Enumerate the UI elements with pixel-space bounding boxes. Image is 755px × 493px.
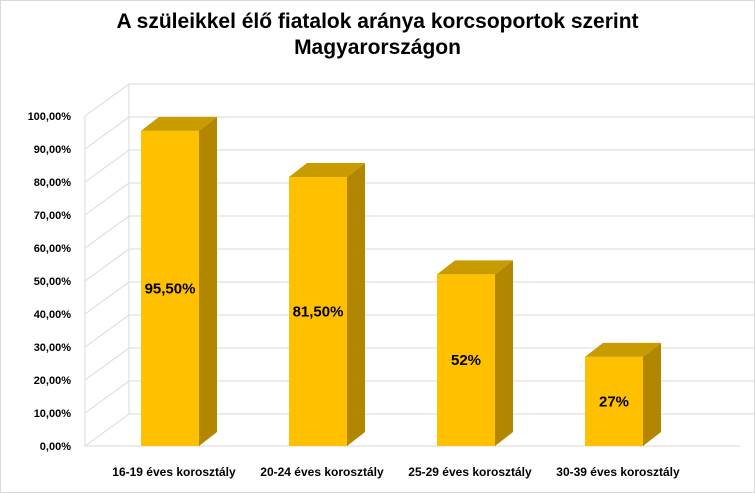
y-tick-label: 90,00% bbox=[34, 144, 72, 156]
bar-top bbox=[585, 342, 661, 357]
y-tick-label: 70,00% bbox=[34, 210, 72, 222]
x-tick-label: 20-24 éves korosztály bbox=[260, 465, 384, 479]
gridline-side bbox=[84, 149, 130, 183]
gridline-side bbox=[84, 281, 130, 315]
bar bbox=[141, 130, 199, 446]
gridline-side bbox=[84, 380, 130, 414]
bar-side bbox=[495, 260, 513, 446]
gridline-side bbox=[84, 248, 130, 282]
bar bbox=[585, 356, 643, 446]
bar-side bbox=[643, 342, 661, 446]
y-tick-label: 50,00% bbox=[34, 276, 72, 288]
bar-top bbox=[141, 116, 217, 131]
data-label: 52% bbox=[451, 352, 481, 369]
chart-title-line-1: A szüleikkel élő fiatalok aránya korcsop… bbox=[116, 10, 639, 33]
gridline-side bbox=[84, 215, 130, 249]
gridline-side bbox=[84, 83, 130, 117]
y-tick-label: 30,00% bbox=[34, 342, 72, 354]
x-tick-label: 25-29 éves korosztály bbox=[408, 465, 532, 479]
bar bbox=[437, 274, 495, 446]
y-tick-label: 100,00% bbox=[28, 111, 72, 123]
y-tick-label: 20,00% bbox=[34, 375, 72, 387]
data-label: 95,50% bbox=[145, 280, 196, 297]
x-tick-label: 16-19 éves korosztály bbox=[112, 465, 236, 479]
chart-title: A szüleikkel élő fiatalok aránya korcsop… bbox=[1, 9, 754, 61]
gridline-side bbox=[84, 182, 130, 216]
gridline-side bbox=[84, 314, 130, 348]
y-tick-label: 40,00% bbox=[34, 309, 72, 321]
y-tick-label: 0,00% bbox=[40, 441, 71, 453]
bar bbox=[289, 177, 347, 447]
y-tick-label: 60,00% bbox=[34, 243, 72, 255]
gridline-side bbox=[84, 347, 130, 381]
bar-top bbox=[437, 260, 513, 275]
gridline-side bbox=[84, 413, 130, 447]
data-label: 81,50% bbox=[293, 304, 344, 321]
y-tick-label: 10,00% bbox=[34, 408, 72, 420]
bar-side bbox=[199, 116, 217, 446]
bar-side bbox=[347, 163, 365, 447]
chart-title-line-2: Magyarországon bbox=[294, 36, 461, 59]
y-tick-label: 80,00% bbox=[34, 177, 72, 189]
x-tick-label: 30-39 éves korosztály bbox=[556, 465, 680, 479]
bar-top bbox=[289, 163, 365, 178]
data-label: 27% bbox=[599, 393, 629, 410]
gridline-side bbox=[84, 116, 130, 150]
